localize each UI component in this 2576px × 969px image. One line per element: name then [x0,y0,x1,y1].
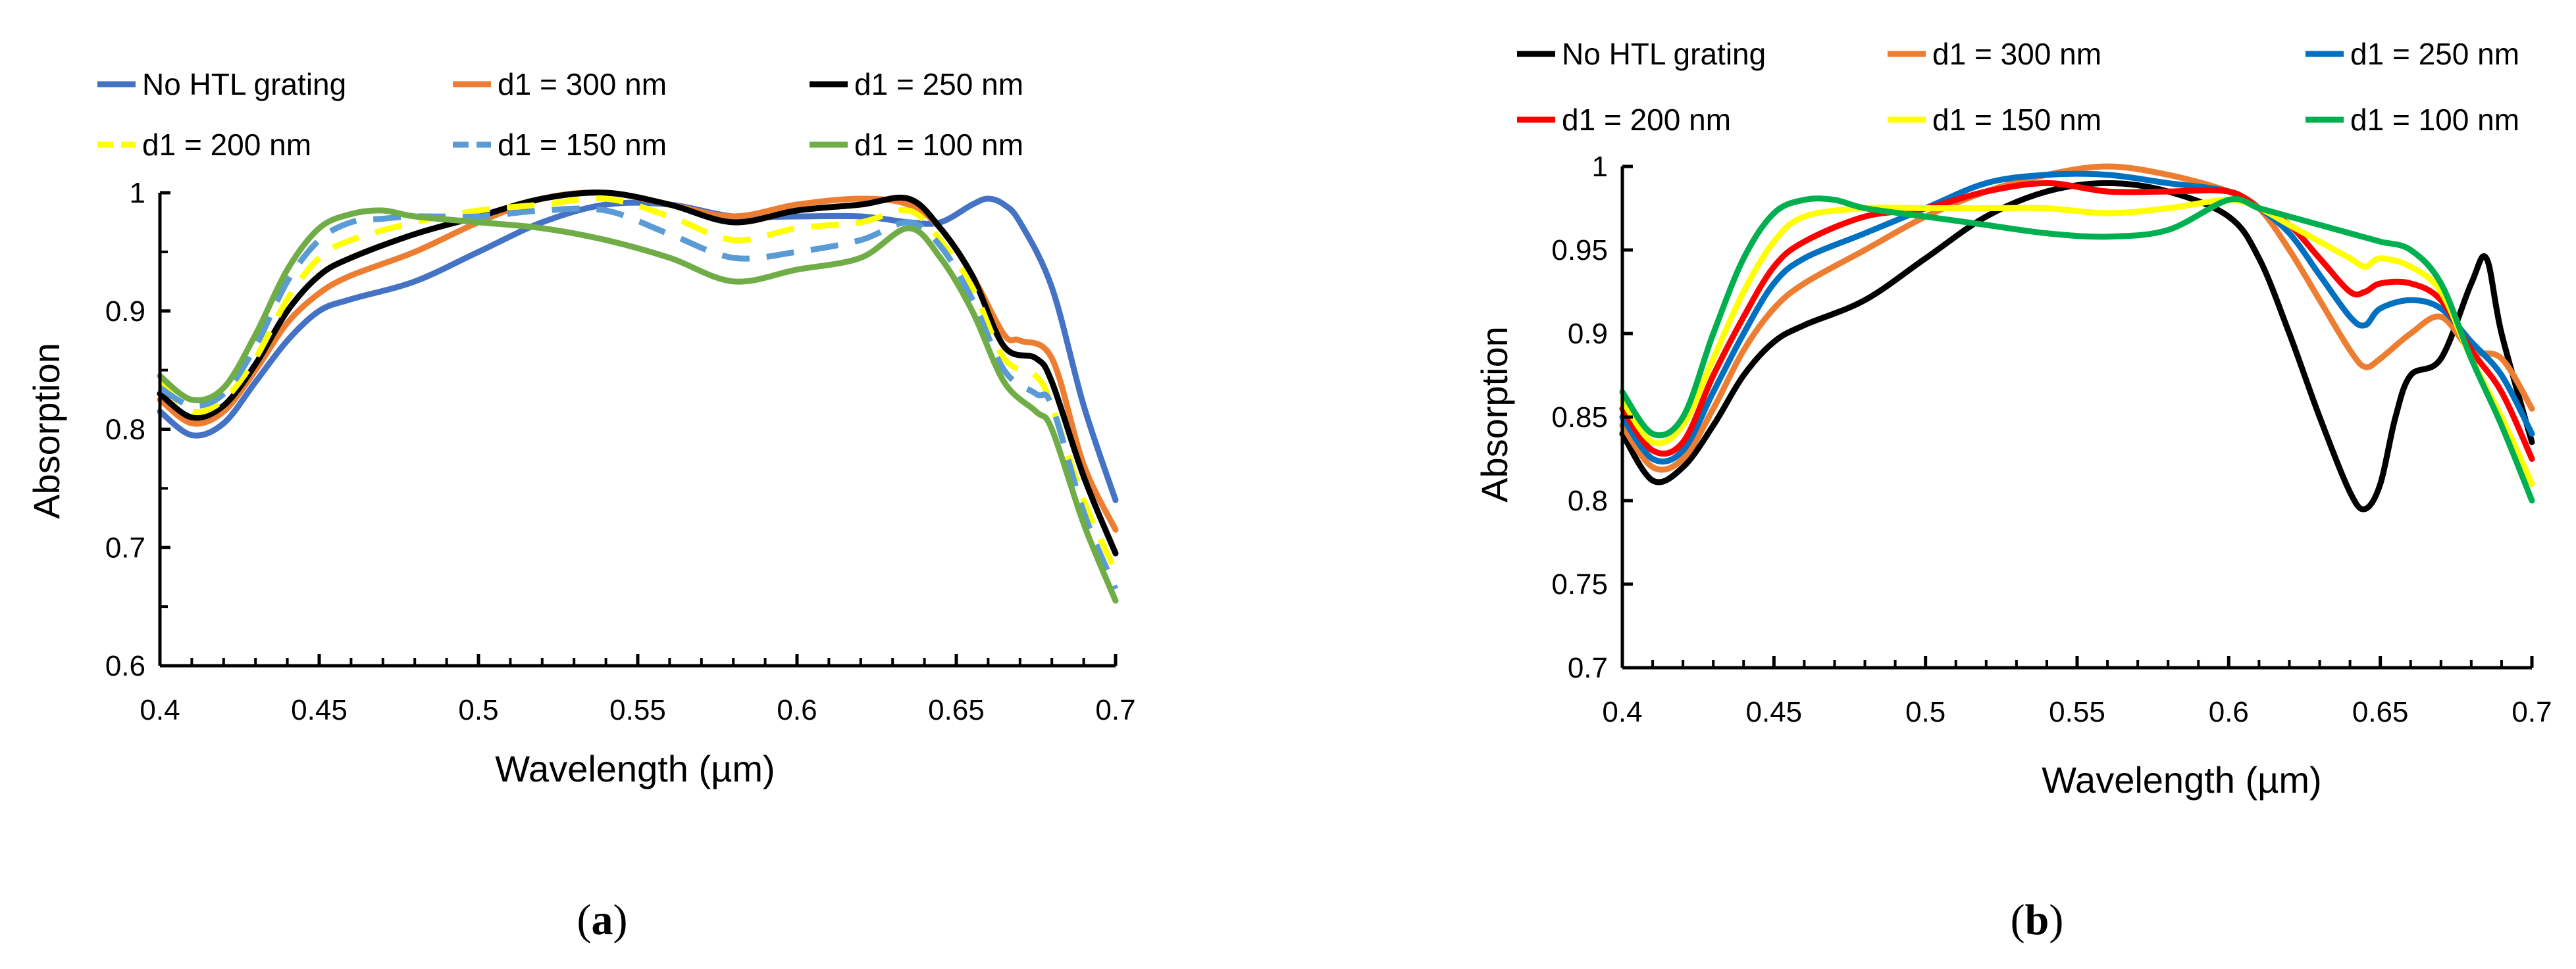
panel-a-label: a [592,896,613,944]
panel-a-x-tick-label: 0.4 [140,694,180,726]
panel-b-y-tick-label: 0.75 [1551,568,1608,601]
panel-b-caption: (b) [2011,896,2064,944]
panel-a-legend-item: d1 = 300 nm [453,67,667,101]
panel-b-legend-label: No HTL grating [1562,37,1766,71]
panel-a-chart: Absorption Wavelength (µm) (a) 0.6 0.7 0.8… [26,67,1136,944]
panel-b-legend-item: d1 = 200 nm [1517,103,1731,137]
panel-b-legend-label: d1 = 300 nm [1932,37,2101,71]
panel-a-y-tick-label: 0.9 [105,295,145,328]
panel-a-x-tick-label: 0.5 [458,694,498,726]
panel-b-legend-label: d1 = 100 nm [2350,103,2519,137]
panel-b-x-tick-label: 0.55 [2049,696,2105,728]
panel-b-x-tick-label: 0.6 [2209,696,2249,728]
panel-a-y-tick-label: 0.7 [105,532,145,564]
panel-b-y-tick-label: 0.95 [1551,234,1608,266]
panel-a-series-line-4 [157,195,1119,573]
panel-b-legend-item: d1 = 250 nm [2306,37,2519,71]
panel-b-y-tick-label: 0.85 [1551,401,1608,434]
panel-a-x-tick-label: 0.45 [291,694,348,726]
panel-a-legend-item: d1 = 150 nm [453,128,667,162]
panel-b-x-tick-label: 0.65 [2352,696,2409,728]
panel-a-legend-item: No HTL grating [97,67,346,101]
panel-b-legend-label: d1 = 200 nm [1562,103,1731,137]
panel-b-y-axis-title: Absorption [1474,326,1515,503]
panel-a-x-tick-label: 0.55 [609,694,666,726]
panel-b-y-tick-label: 1 [1592,151,1608,183]
panel-a-legend-label: No HTL grating [142,67,346,101]
panel-a-y-axis-title: Absorption [26,343,67,519]
panel-a-legend-item: d1 = 200 nm [97,128,311,162]
panel-b-series-line-5 [1619,197,2535,487]
panel-a-legend-label: d1 = 200 nm [142,128,311,162]
panel-b-legend-item: No HTL grating [1517,37,1766,71]
panel-b-x-tick-label: 0.5 [1905,696,1945,728]
panel-a-legend-label: d1 = 100 nm [854,128,1023,162]
panel-b-series-line-3 [1619,170,2535,465]
panel-a-series-line-3 [157,189,1119,557]
panel-b-legend-label: d1 = 250 nm [2350,37,2519,71]
panel-a-legend-label: d1 = 150 nm [498,128,667,162]
panel-b-y-tick-label: 0.7 [1568,652,1608,684]
panel-a-legend-label: d1 = 300 nm [498,67,667,101]
panel-b-x-tick-label: 0.7 [2512,696,2552,728]
panel-a-x-axis-title: Wavelength (µm) [495,748,775,789]
panel-a-x-tick-label: 0.6 [777,694,817,726]
panel-b-legend-item: d1 = 300 nm [1888,37,2101,71]
panel-b-series-line-4 [1619,180,2535,462]
panel-b-y-tick-label: 0.8 [1568,485,1608,517]
panel-a-y-tick-label: 0.8 [105,414,145,446]
panel-a-legend-item: d1 = 250 nm [810,67,1023,101]
panel-a-x-tick-label: 0.65 [928,694,985,726]
panel-a-y-tick-label: 1 [130,177,145,209]
panel-b-chart: Absorption Wavelength (µm) (b) 0.7 0.75 0.… [1474,37,2552,944]
panel-a-series-line-5 [158,205,1119,590]
panel-b-legend-item: d1 = 150 nm [1888,103,2101,137]
panel-a-series-line-6 [157,207,1119,604]
panel-a-caption: (a) [577,896,628,944]
panel-b-series-line-1 [1619,180,2535,512]
panel-b-label: b [2025,896,2049,944]
panel-b-x-axis-title: Wavelength (µm) [2042,759,2321,801]
panel-a-y-tick-label: 0.6 [105,650,145,682]
panel-a-x-tick-label: 0.7 [1095,694,1135,726]
panel-b-x-tick-label: 0.4 [1602,696,1642,728]
panel-a-legend-item: d1 = 100 nm [810,128,1023,162]
panel-a-legend-label: d1 = 250 nm [854,67,1023,101]
panel-b-legend-item: d1 = 100 nm [2306,103,2519,137]
panel-b-series-line-6 [1619,195,2535,504]
panel-b-legend-label: d1 = 150 nm [1932,103,2101,137]
panel-b-x-tick-label: 0.45 [1746,696,1803,728]
panel-b-series-line-2 [1619,163,2535,473]
panel-b-y-tick-label: 0.9 [1568,318,1608,350]
